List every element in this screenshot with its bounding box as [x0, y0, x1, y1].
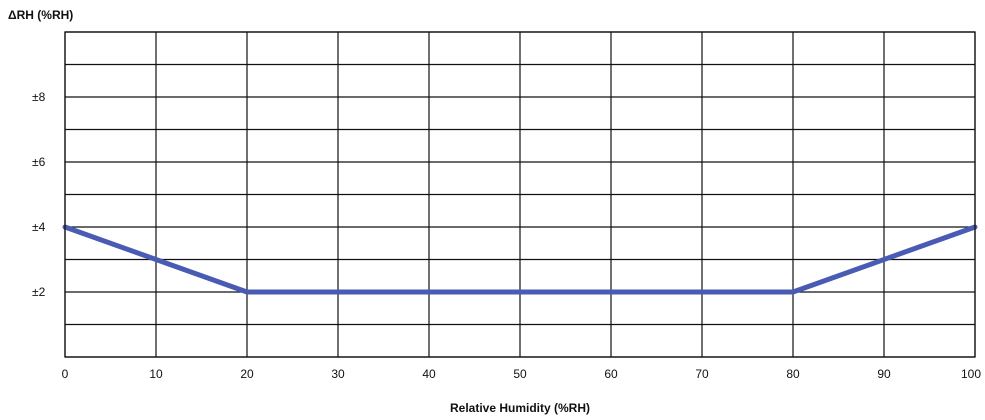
x-tick-label-2: 20	[240, 367, 254, 381]
x-tick-label-3: 30	[331, 367, 345, 381]
x-tick-label-5: 50	[513, 367, 527, 381]
grid	[64, 31, 976, 358]
x-tick-labels: 0 10 20 30 40 50 60 70 80 90 100	[62, 367, 982, 381]
y-tick-label-2: ±6	[32, 155, 46, 169]
y-axis-title: ΔRH (%RH)	[8, 8, 73, 22]
x-tick-label-10: 100	[961, 367, 981, 381]
y-tick-label-0: ±2	[32, 285, 46, 299]
y-tick-label-1: ±4	[32, 220, 46, 234]
x-tick-label-7: 70	[695, 367, 709, 381]
x-tick-label-8: 80	[786, 367, 800, 381]
plot-frame	[64, 31, 976, 358]
x-tick-label-6: 60	[604, 367, 618, 381]
x-tick-label-1: 10	[149, 367, 163, 381]
y-tick-labels: ±2 ±4 ±6 ±8	[32, 90, 46, 299]
series-layer	[62, 224, 978, 295]
x-axis-title: Relative Humidity (%RH)	[450, 401, 590, 415]
series-line-0	[62, 224, 978, 295]
x-tick-label-4: 40	[422, 367, 436, 381]
x-tick-label-0: 0	[62, 367, 69, 381]
x-tick-label-9: 90	[877, 367, 891, 381]
y-tick-label-3: ±8	[32, 90, 46, 104]
